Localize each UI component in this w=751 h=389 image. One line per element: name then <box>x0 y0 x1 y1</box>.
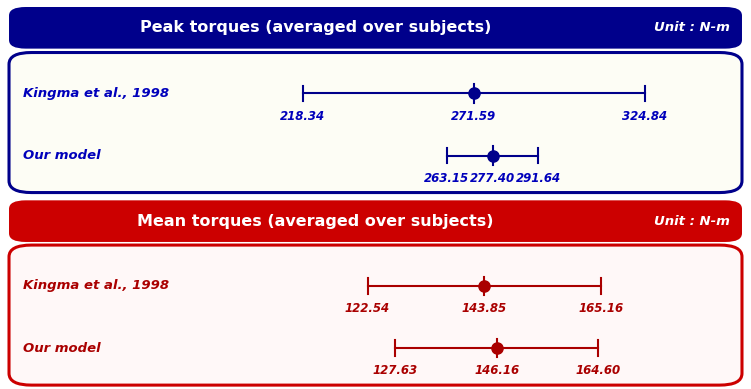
Text: 271.59: 271.59 <box>451 110 496 123</box>
Text: 218.34: 218.34 <box>280 110 325 123</box>
Point <box>478 283 490 289</box>
FancyBboxPatch shape <box>9 53 742 193</box>
Text: 165.16: 165.16 <box>578 302 623 315</box>
Text: Mean torques (averaged over subjects): Mean torques (averaged over subjects) <box>137 214 493 229</box>
Text: 291.64: 291.64 <box>516 172 561 185</box>
Point <box>491 345 503 351</box>
Text: Unit : N-m: Unit : N-m <box>654 21 730 34</box>
FancyBboxPatch shape <box>9 200 742 242</box>
Text: 146.16: 146.16 <box>475 364 520 377</box>
Text: Kingma et al., 1998: Kingma et al., 1998 <box>23 279 169 293</box>
Text: 127.63: 127.63 <box>372 364 418 377</box>
Text: 143.85: 143.85 <box>462 302 507 315</box>
Point <box>487 152 499 159</box>
Point <box>468 90 480 96</box>
Text: Kingma et al., 1998: Kingma et al., 1998 <box>23 87 169 100</box>
Text: 164.60: 164.60 <box>575 364 620 377</box>
Text: 122.54: 122.54 <box>345 302 390 315</box>
Text: Our model: Our model <box>23 149 100 162</box>
FancyBboxPatch shape <box>9 7 742 49</box>
FancyBboxPatch shape <box>9 245 742 385</box>
Text: 277.40: 277.40 <box>470 172 515 185</box>
Text: 324.84: 324.84 <box>623 110 668 123</box>
Text: 263.15: 263.15 <box>424 172 469 185</box>
Text: Unit : N-m: Unit : N-m <box>654 215 730 228</box>
Text: Our model: Our model <box>23 342 100 355</box>
Text: Peak torques (averaged over subjects): Peak torques (averaged over subjects) <box>140 20 491 35</box>
